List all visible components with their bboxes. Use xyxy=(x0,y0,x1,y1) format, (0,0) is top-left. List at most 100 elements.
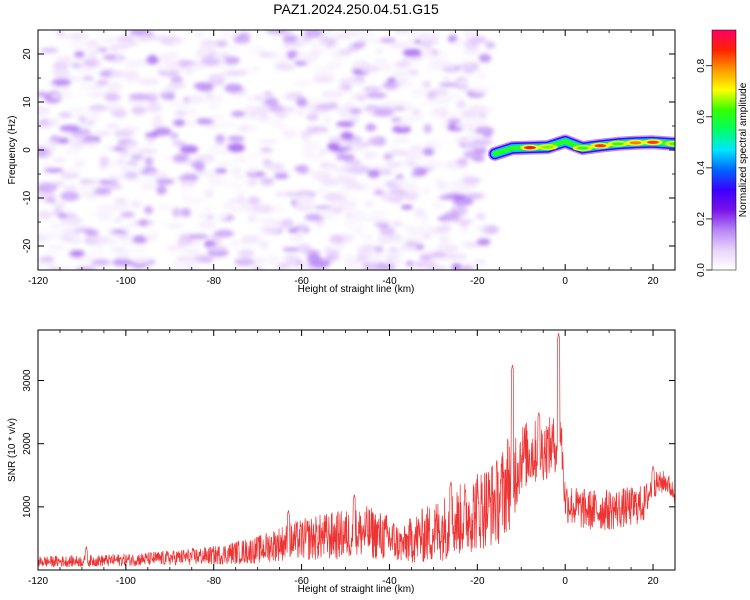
noise-blob xyxy=(64,226,82,232)
noise-blob xyxy=(205,245,228,252)
noise-blob xyxy=(129,30,149,37)
noise-blob xyxy=(217,149,232,155)
noise-blob xyxy=(258,217,278,226)
noise-blob xyxy=(451,263,462,270)
noise-blob xyxy=(221,203,236,211)
colorbar-tick-label: 0.0 xyxy=(696,263,707,277)
signal-track xyxy=(487,134,675,161)
y-tick-label: 1000 xyxy=(22,495,33,518)
noise-blob xyxy=(321,90,344,99)
noise-blob xyxy=(401,204,413,210)
noise-blob xyxy=(206,93,224,104)
noise-blob xyxy=(126,161,139,166)
noise-blob xyxy=(141,185,157,190)
noise-blob xyxy=(117,35,135,42)
x-tick-label: -100 xyxy=(116,276,136,287)
noise-blob xyxy=(269,105,285,113)
noise-blob xyxy=(47,118,60,127)
noise-blob xyxy=(437,242,449,250)
noise-blob xyxy=(82,57,102,68)
noise-blob xyxy=(197,84,214,92)
noise-blob xyxy=(367,38,382,45)
noise-blob xyxy=(70,40,89,48)
noise-blob xyxy=(207,73,226,82)
y-tick-label: -10 xyxy=(22,190,33,205)
noise-blob xyxy=(86,91,108,98)
noise-blob xyxy=(73,141,85,149)
noise-blob xyxy=(431,202,446,209)
noise-blob xyxy=(411,87,427,95)
noise-blob xyxy=(211,51,228,59)
noise-blob xyxy=(87,111,100,119)
noise-blob xyxy=(227,143,245,153)
noise-blob xyxy=(178,175,188,182)
snr-series-line xyxy=(38,333,675,568)
noise-blob xyxy=(347,116,361,123)
noise-blob xyxy=(204,188,214,198)
noise-blob xyxy=(403,186,423,193)
noise-blob xyxy=(131,106,147,115)
noise-blob xyxy=(55,56,74,65)
noise-blob xyxy=(463,30,476,39)
noise-blob xyxy=(439,223,452,234)
noise-blob xyxy=(473,225,489,232)
noise-blob xyxy=(140,179,158,185)
noise-blob xyxy=(251,204,274,214)
noise-blob xyxy=(116,159,125,165)
noise-blob xyxy=(121,203,131,209)
noise-blob xyxy=(438,256,457,261)
noise-blob xyxy=(103,104,124,111)
spectrogram-xlabel: Height of straight line (km) xyxy=(298,284,415,295)
colorbar-scale xyxy=(711,29,737,271)
noise-blob xyxy=(144,30,154,37)
noise-blob xyxy=(77,116,87,121)
noise-blob xyxy=(59,86,72,92)
noise-blob xyxy=(52,157,67,163)
noise-blob xyxy=(422,147,435,156)
noise-blob xyxy=(49,221,65,231)
noise-blob xyxy=(478,53,491,63)
noise-blob xyxy=(79,254,95,264)
noise-blob xyxy=(336,146,353,151)
noise-blob xyxy=(53,207,63,217)
noise-blob xyxy=(295,108,305,116)
noise-blob xyxy=(113,216,124,223)
noise-blob xyxy=(344,254,353,262)
noise-blob xyxy=(441,76,452,83)
noise-blob xyxy=(386,249,402,259)
noise-blob xyxy=(98,210,114,218)
noise-blob xyxy=(188,234,209,240)
noise-blob xyxy=(365,92,387,99)
noise-blob xyxy=(295,196,315,207)
noise-blob xyxy=(110,247,127,252)
noise-blob xyxy=(82,76,95,81)
noise-blob xyxy=(150,122,165,127)
noise-blob xyxy=(394,178,404,186)
noise-blob xyxy=(103,182,123,188)
noise-blob xyxy=(308,41,328,49)
noise-blob xyxy=(55,30,65,37)
noise-blob xyxy=(45,141,58,150)
noise-blob xyxy=(237,249,255,257)
noise-blob xyxy=(398,73,420,78)
signal-peak-core xyxy=(576,146,589,150)
noise-blob xyxy=(393,235,413,245)
noise-blob xyxy=(363,151,378,159)
noise-blob xyxy=(282,247,301,252)
noise-blob xyxy=(405,113,426,123)
noise-blob xyxy=(215,134,226,144)
noise-blob xyxy=(262,227,280,234)
noise-blob xyxy=(312,188,328,194)
colorbar-tick-label: 0.6 xyxy=(696,109,707,123)
noise-blob xyxy=(444,93,463,100)
noise-blob xyxy=(423,123,432,134)
noise-blob xyxy=(145,56,160,65)
noise-blob xyxy=(296,97,308,108)
noise-blob xyxy=(293,53,314,63)
x-tick-label: -20 xyxy=(470,276,485,287)
noise-blob xyxy=(402,48,422,57)
noise-blob xyxy=(229,44,240,53)
noise-blob xyxy=(370,112,392,117)
noise-blob xyxy=(366,258,383,265)
noise-blob xyxy=(327,136,346,143)
